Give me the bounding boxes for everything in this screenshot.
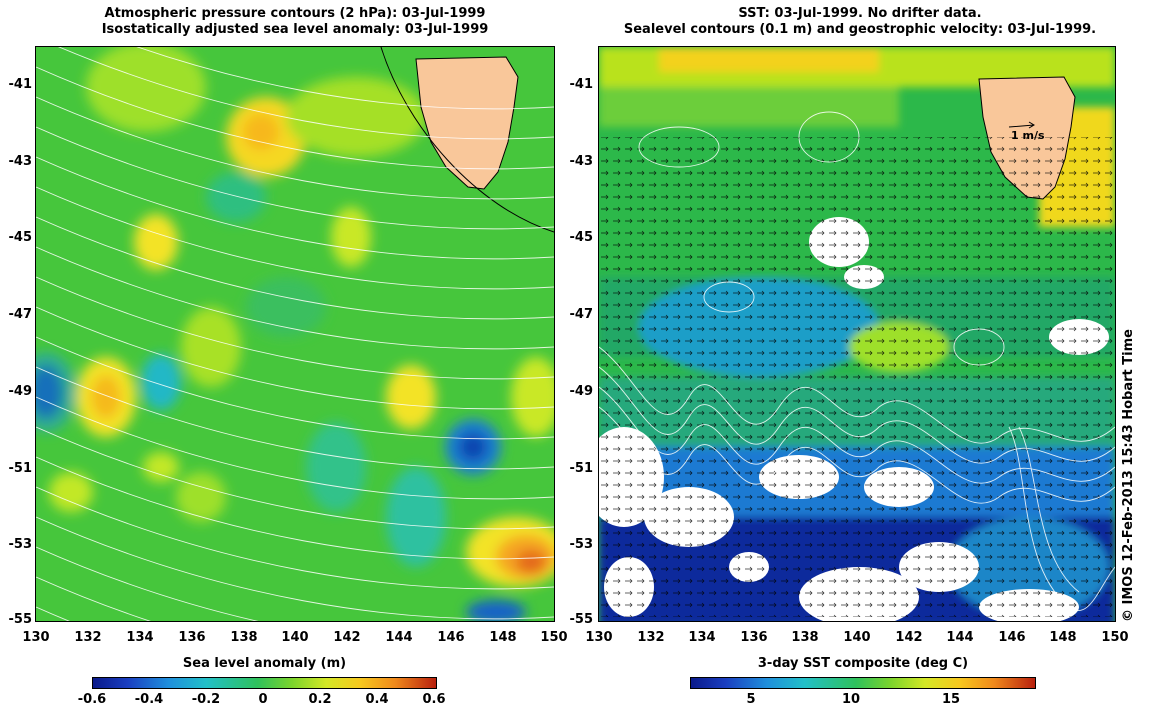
colorbar-tick: -0.4 [134,692,164,707]
lon-tick: 132 [637,630,665,645]
right-colorbar-label: 3-day SST composite (deg C) [757,656,969,671]
lon-tick: 146 [998,630,1026,645]
colorbar-tick: 0.6 [422,692,446,707]
colorbar-tick: 5 [746,692,756,707]
colorbar-tick: -0.2 [191,692,221,707]
lon-tick: 132 [74,630,102,645]
left-title-line1: Atmospheric pressure contours (2 hPa): 0… [104,6,486,21]
sst-colorbar [690,677,1036,689]
lon-tick: 136 [178,630,206,645]
lat-tick: -41 [569,77,594,92]
colorbar-tick: 15 [941,692,961,707]
tasmania-landmass [415,56,519,190]
lat-tick: -47 [8,307,33,322]
lat-tick: -53 [8,537,33,552]
lon-tick: 136 [740,630,768,645]
pressure-contours [36,47,554,621]
lon-tick: 150 [1101,630,1129,645]
colorbar-tick: -0.6 [77,692,107,707]
lat-tick: -51 [8,461,33,476]
lat-tick: -55 [8,612,33,627]
geostrophic-velocity-arrows [599,137,1115,617]
lat-tick: -53 [569,537,594,552]
sst-field: 1 m/s [599,47,1115,621]
lon-tick: 148 [489,630,517,645]
lon-tick: 144 [385,630,413,645]
colorbar-tick: 10 [841,692,861,707]
lon-tick: 134 [688,630,716,645]
velocity-scale-arrow [1008,121,1035,129]
lat-tick: -49 [8,384,33,399]
lon-tick: 140 [281,630,309,645]
lat-tick: -51 [569,461,594,476]
lat-tick: -49 [569,384,594,399]
lon-tick: 146 [437,630,465,645]
lat-tick: -55 [569,612,594,627]
colorbar-tick: 0.2 [308,692,332,707]
lon-tick: 140 [843,630,871,645]
colorbar-tick: 0.4 [365,692,389,707]
lon-tick: 150 [540,630,568,645]
lat-tick: -45 [569,230,594,245]
right-title-line2: Sealevel contours (0.1 m) and geostrophi… [623,22,1097,37]
lon-tick: 144 [946,630,974,645]
sea-level-anomaly-field [36,47,554,621]
velocity-scale-label: 1 m/s [1011,129,1045,142]
lat-tick: -45 [8,230,33,245]
sst-map: 1 m/s [598,46,1116,622]
colorbar-tick: 0 [258,692,268,707]
lat-tick: -47 [569,307,594,322]
lon-tick: 138 [791,630,819,645]
sealevel-contours [599,111,1115,611]
imos-credit: © IMOS 12-Feb-2013 15:43 Hobart Time [1121,329,1136,622]
lon-tick: 148 [1049,630,1077,645]
right-title-line1: SST: 03-Jul-1999. No drifter data. [738,6,982,21]
lon-tick: 130 [22,630,50,645]
lat-tick: -43 [569,154,594,169]
left-colorbar-label: Sea level anomaly (m) [182,656,347,671]
lon-tick: 138 [230,630,258,645]
lon-tick: 142 [333,630,361,645]
lon-tick: 130 [585,630,613,645]
lat-tick: -41 [8,77,33,92]
lat-tick: -43 [8,154,33,169]
lon-tick: 134 [126,630,154,645]
lon-tick: 142 [895,630,923,645]
left-title-line2: Isostatically adjusted sea level anomaly… [101,22,489,37]
sea-level-colorbar [92,677,437,689]
sea-level-anomaly-map [35,46,555,622]
